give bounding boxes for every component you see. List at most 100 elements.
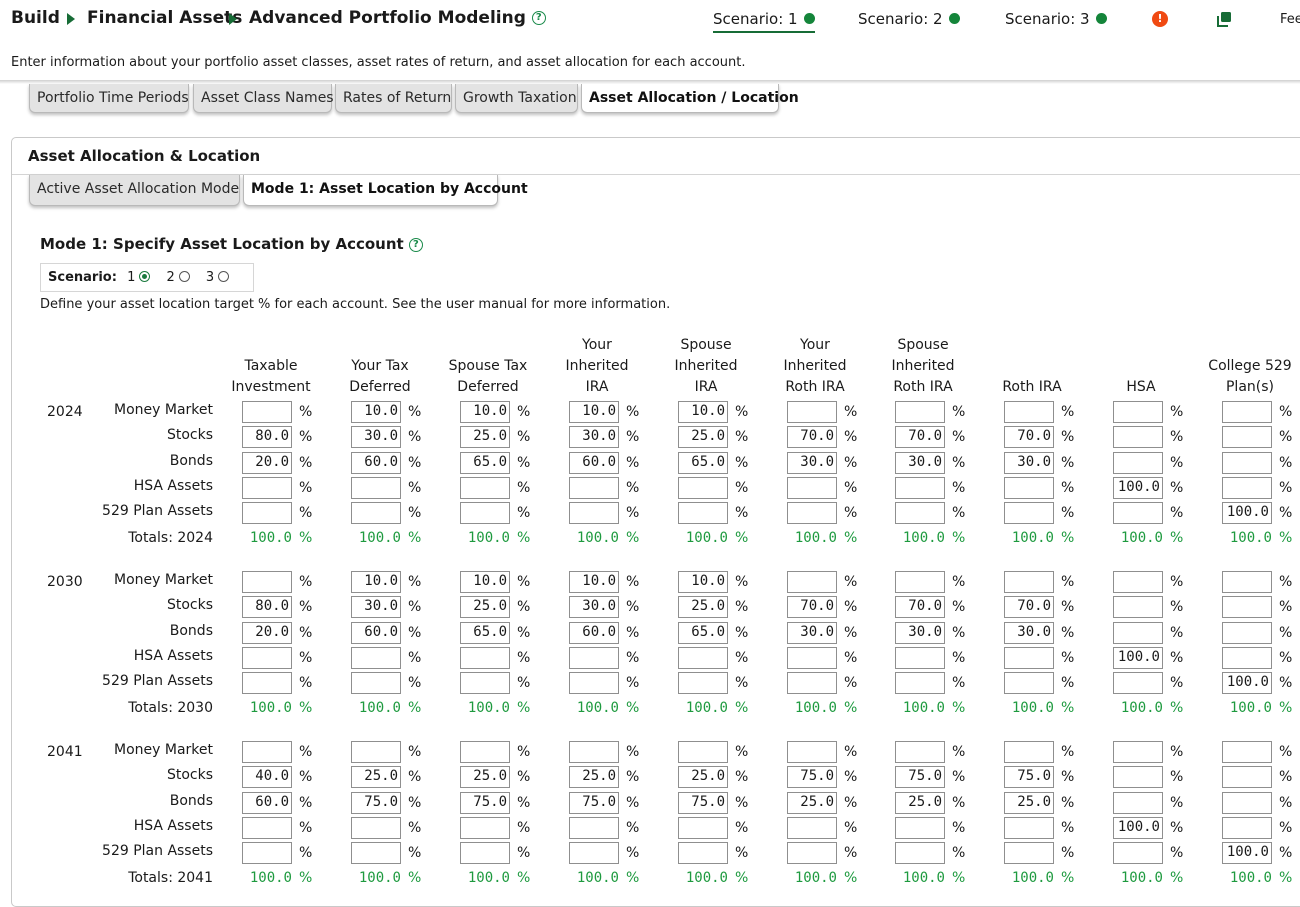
allocation-input[interactable] [1113,571,1163,593]
allocation-input[interactable] [1222,647,1272,669]
allocation-input[interactable] [1004,502,1054,524]
allocation-input[interactable] [351,477,401,499]
allocation-input[interactable] [1113,502,1163,524]
allocation-input[interactable] [569,817,619,839]
allocation-input[interactable]: 30.0 [1004,452,1054,474]
allocation-input[interactable] [1004,817,1054,839]
allocation-input[interactable] [678,502,728,524]
allocation-input[interactable] [787,741,837,763]
allocation-input[interactable]: 70.0 [1004,426,1054,448]
allocation-input[interactable] [678,477,728,499]
allocation-input[interactable] [1004,477,1054,499]
allocation-input[interactable] [1222,426,1272,448]
allocation-input[interactable] [242,477,292,499]
allocation-input[interactable] [678,842,728,864]
allocation-input[interactable]: 65.0 [678,622,728,644]
allocation-input[interactable]: 30.0 [787,622,837,644]
allocation-input[interactable]: 100.0 [1222,502,1272,524]
allocation-input[interactable]: 60.0 [569,622,619,644]
allocation-input[interactable] [242,401,292,423]
allocation-input[interactable]: 10.0 [678,571,728,593]
allocation-input[interactable] [242,842,292,864]
allocation-input[interactable]: 70.0 [895,426,945,448]
allocation-input[interactable]: 60.0 [351,622,401,644]
allocation-input[interactable] [242,672,292,694]
allocation-input[interactable]: 100.0 [1222,672,1272,694]
allocation-input[interactable] [1222,401,1272,423]
allocation-input[interactable]: 25.0 [678,596,728,618]
allocation-input[interactable] [1222,596,1272,618]
allocation-input[interactable]: 65.0 [460,622,510,644]
breadcrumb-financial-assets[interactable]: Financial Assets [87,8,243,28]
allocation-input[interactable] [1004,571,1054,593]
allocation-input[interactable]: 70.0 [787,426,837,448]
allocation-input[interactable] [895,842,945,864]
breadcrumb-build[interactable]: Build [11,8,60,28]
allocation-input[interactable]: 60.0 [351,452,401,474]
allocation-input[interactable]: 75.0 [460,792,510,814]
allocation-input[interactable]: 25.0 [351,766,401,788]
allocation-input[interactable]: 30.0 [569,596,619,618]
allocation-input[interactable] [242,502,292,524]
allocation-input[interactable] [895,502,945,524]
allocation-input[interactable]: 30.0 [895,622,945,644]
allocation-input[interactable]: 30.0 [569,426,619,448]
allocation-input[interactable] [1222,452,1272,474]
tab-rates-of-return[interactable]: Rates of Return [335,84,452,113]
allocation-input[interactable] [787,672,837,694]
scenario-radio-3[interactable] [218,271,230,282]
allocation-input[interactable] [787,571,837,593]
allocation-input[interactable]: 70.0 [787,596,837,618]
allocation-input[interactable]: 80.0 [242,426,292,448]
allocation-input[interactable]: 70.0 [1004,596,1054,618]
allocation-input[interactable]: 20.0 [242,622,292,644]
allocation-input[interactable]: 25.0 [678,766,728,788]
allocation-input[interactable] [351,502,401,524]
allocation-input[interactable] [1113,792,1163,814]
allocation-input[interactable] [787,502,837,524]
allocation-input[interactable] [1222,792,1272,814]
allocation-input[interactable] [569,672,619,694]
allocation-input[interactable]: 25.0 [895,792,945,814]
allocation-input[interactable]: 100.0 [1113,647,1163,669]
scenario-radio-2[interactable] [178,271,190,282]
allocation-input[interactable]: 30.0 [351,426,401,448]
allocation-input[interactable] [1113,426,1163,448]
allocation-input[interactable] [787,477,837,499]
allocation-input[interactable]: 75.0 [569,792,619,814]
allocation-input[interactable] [569,741,619,763]
allocation-input[interactable] [351,741,401,763]
scenario-radio-1[interactable] [139,271,151,282]
allocation-input[interactable]: 10.0 [351,401,401,423]
allocation-input[interactable] [569,477,619,499]
scenario-tab-1[interactable]: Scenario: 1 [713,10,815,33]
allocation-input[interactable] [351,672,401,694]
allocation-input[interactable] [460,502,510,524]
allocation-input[interactable] [895,817,945,839]
allocation-input[interactable]: 25.0 [787,792,837,814]
allocation-input[interactable] [895,477,945,499]
allocation-input[interactable] [351,647,401,669]
copy-icon[interactable] [1215,11,1232,28]
allocation-input[interactable] [895,647,945,669]
allocation-input[interactable]: 70.0 [895,596,945,618]
allocation-input[interactable] [787,842,837,864]
allocation-input[interactable] [678,741,728,763]
allocation-input[interactable]: 75.0 [895,766,945,788]
allocation-input[interactable] [1004,401,1054,423]
allocation-input[interactable]: 10.0 [351,571,401,593]
allocation-input[interactable] [895,571,945,593]
help-icon[interactable]: ? [408,237,423,252]
allocation-input[interactable] [1113,842,1163,864]
allocation-input[interactable]: 100.0 [1113,817,1163,839]
allocation-input[interactable] [1222,766,1272,788]
allocation-input[interactable] [678,647,728,669]
allocation-input[interactable] [1004,741,1054,763]
allocation-input[interactable] [569,502,619,524]
allocation-input[interactable]: 25.0 [460,426,510,448]
allocation-input[interactable]: 10.0 [460,571,510,593]
scenario-tab-2[interactable]: Scenario: 2 [858,10,960,28]
allocation-input[interactable] [787,647,837,669]
allocation-input[interactable] [678,817,728,839]
allocation-input[interactable]: 40.0 [242,766,292,788]
